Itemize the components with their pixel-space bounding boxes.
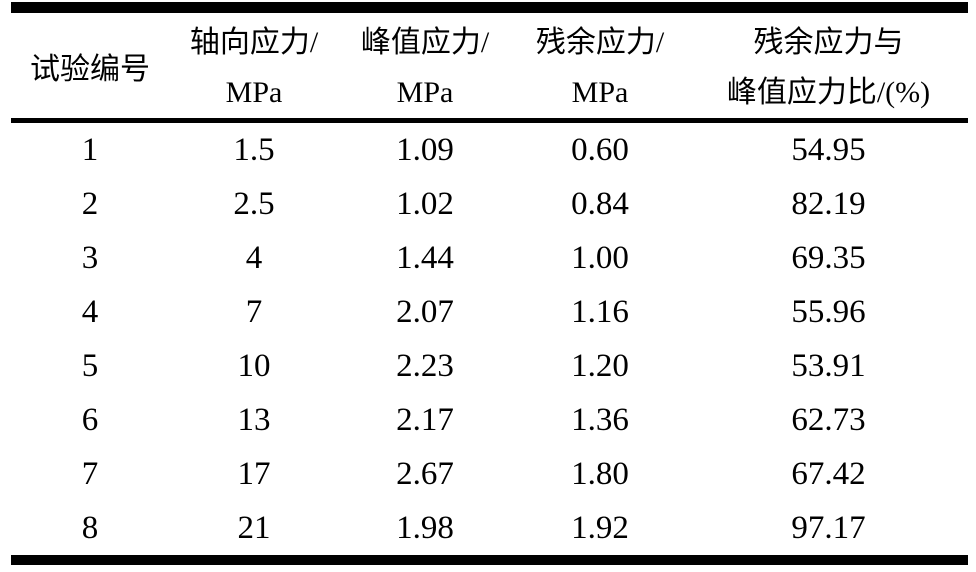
cell-axial-stress: 2.5 xyxy=(233,185,275,222)
header-axial-stress: 轴向应力/ MPa xyxy=(169,7,339,123)
table-row: 6 13 2.17 1.36 62.73 xyxy=(11,393,968,447)
header-peak-stress-line2: MPa xyxy=(396,75,454,109)
header-residual-peak-ratio-line2: 峰值应力比/(%) xyxy=(726,75,931,109)
cell-residual-peak-ratio: 54.95 xyxy=(791,131,866,168)
cell-residual-stress: 1.16 xyxy=(571,293,629,330)
table-row: 5 10 2.23 1.20 53.91 xyxy=(11,339,968,393)
stress-results-table: 试验编号 轴向应力/ MPa 峰值应力/ MPa 残余应力/ MPa xyxy=(11,2,968,565)
table-row: 7 17 2.67 1.80 67.42 xyxy=(11,447,968,501)
cell-test-id: 4 xyxy=(81,293,99,330)
cell-axial-stress: 1.5 xyxy=(233,131,275,168)
cell-residual-stress: 1.92 xyxy=(571,509,629,546)
cell-test-id: 2 xyxy=(81,185,99,222)
header-axial-stress-line2: MPa xyxy=(225,75,283,109)
cell-peak-stress: 2.17 xyxy=(396,401,454,438)
header-axial-stress-line1: 轴向应力/ xyxy=(189,25,319,59)
header-peak-stress-line1: 峰值应力/ xyxy=(360,25,490,59)
cell-axial-stress: 13 xyxy=(237,401,271,438)
cell-axial-stress: 10 xyxy=(237,347,271,384)
header-residual-stress-line2: MPa xyxy=(571,75,629,109)
cell-peak-stress: 1.09 xyxy=(396,131,454,168)
cell-test-id: 3 xyxy=(81,239,99,276)
header-residual-stress-line1: 残余应力/ xyxy=(535,25,665,59)
header-test-id-label: 试验编号 xyxy=(30,52,150,86)
cell-peak-stress: 1.44 xyxy=(396,239,454,276)
cell-residual-stress: 0.60 xyxy=(571,131,629,168)
cell-test-id: 6 xyxy=(81,401,99,438)
cell-residual-stress: 1.36 xyxy=(571,401,629,438)
cell-residual-peak-ratio: 69.35 xyxy=(791,239,866,276)
cell-test-id: 8 xyxy=(81,509,99,546)
cell-residual-peak-ratio: 97.17 xyxy=(791,509,866,546)
header-residual-stress: 残余应力/ MPa xyxy=(511,7,689,123)
table-row: 2 2.5 1.02 0.84 82.19 xyxy=(11,177,968,231)
cell-axial-stress: 17 xyxy=(237,455,271,492)
header-test-id: 试验编号 xyxy=(11,7,169,123)
table-row: 1 1.5 1.09 0.60 54.95 xyxy=(11,121,968,178)
cell-test-id: 5 xyxy=(81,347,99,384)
cell-residual-stress: 0.84 xyxy=(571,185,629,222)
table-row: 8 21 1.98 1.92 97.17 xyxy=(11,501,968,560)
header-residual-peak-ratio: 残余应力与 峰值应力比/(%) xyxy=(689,7,968,123)
cell-residual-peak-ratio: 53.91 xyxy=(791,347,866,384)
cell-residual-peak-ratio: 82.19 xyxy=(791,185,866,222)
cell-peak-stress: 1.02 xyxy=(396,185,454,222)
cell-peak-stress: 2.67 xyxy=(396,455,454,492)
table-row: 3 4 1.44 1.00 69.35 xyxy=(11,231,968,285)
header-peak-stress: 峰值应力/ MPa xyxy=(339,7,511,123)
cell-residual-stress: 1.80 xyxy=(571,455,629,492)
cell-residual-peak-ratio: 67.42 xyxy=(791,455,866,492)
table-body: 1 1.5 1.09 0.60 54.95 2 2.5 1.02 0.84 82… xyxy=(11,121,968,561)
table-header: 试验编号 轴向应力/ MPa 峰值应力/ MPa 残余应力/ MPa xyxy=(11,7,968,123)
cell-residual-peak-ratio: 55.96 xyxy=(791,293,866,330)
cell-peak-stress: 2.23 xyxy=(396,347,454,384)
cell-test-id: 7 xyxy=(81,455,99,492)
cell-residual-stress: 1.00 xyxy=(571,239,629,276)
cell-test-id: 1 xyxy=(81,131,99,168)
table-row: 4 7 2.07 1.16 55.96 xyxy=(11,285,968,339)
cell-residual-stress: 1.20 xyxy=(571,347,629,384)
cell-axial-stress: 4 xyxy=(245,239,263,276)
cell-residual-peak-ratio: 62.73 xyxy=(791,401,866,438)
cell-axial-stress: 21 xyxy=(237,509,271,546)
header-row: 试验编号 轴向应力/ MPa 峰值应力/ MPa 残余应力/ MPa xyxy=(11,7,968,123)
header-residual-peak-ratio-line1: 残余应力与 xyxy=(753,25,904,59)
cell-peak-stress: 1.98 xyxy=(396,509,454,546)
cell-peak-stress: 2.07 xyxy=(396,293,454,330)
cell-axial-stress: 7 xyxy=(245,293,263,330)
